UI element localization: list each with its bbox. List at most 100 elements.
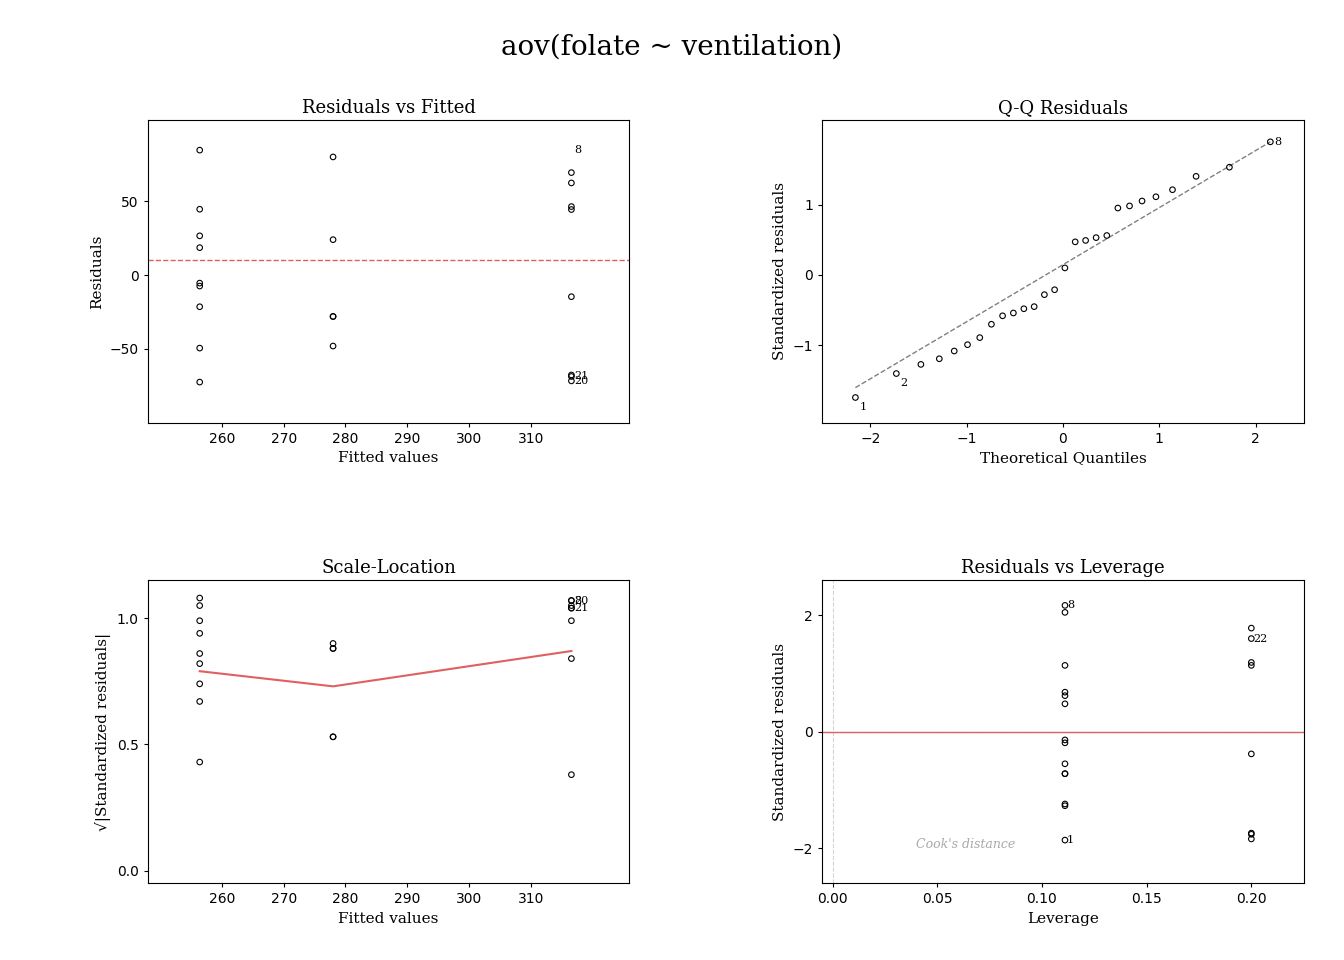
Point [560,176,582,191]
Text: 1: 1 [1067,835,1074,845]
X-axis label: Theoretical Quantiles: Theoretical Quantiles [980,451,1146,466]
Point [1118,199,1140,214]
Text: 1: 1 [859,401,867,412]
Point [1259,134,1281,150]
Point [560,767,582,782]
Point [560,199,582,214]
Point [1241,620,1262,636]
Point [1161,182,1183,198]
Y-axis label: Standardized residuals: Standardized residuals [773,182,788,360]
X-axis label: Leverage: Leverage [1027,912,1099,925]
Point [190,300,211,315]
Point [190,626,211,641]
Point [957,337,978,352]
Point [1054,732,1075,748]
Point [560,600,582,615]
Point [1054,598,1075,613]
Text: 8: 8 [574,145,581,156]
Point [560,600,582,615]
Point [1054,798,1075,813]
Point [1241,746,1262,761]
Point [1054,766,1075,781]
Y-axis label: Residuals: Residuals [90,234,103,308]
Point [1241,655,1262,670]
X-axis label: Fitted values: Fitted values [339,912,439,925]
X-axis label: Fitted values: Fitted values [339,451,439,466]
Point [1241,658,1262,673]
Point [1054,605,1075,620]
Point [560,368,582,383]
Point [323,232,344,248]
Text: aov(folate ~ ventilation): aov(folate ~ ventilation) [501,34,843,60]
Point [1107,201,1129,216]
Point [560,369,582,384]
Point [886,366,907,381]
Text: 20: 20 [574,595,589,606]
Point [190,228,211,244]
Text: 2: 2 [900,378,907,388]
Point [190,278,211,294]
Point [560,651,582,666]
Point [190,374,211,390]
Point [323,309,344,324]
Point [1054,832,1075,848]
Point [1003,305,1024,321]
Point [560,593,582,609]
Point [560,165,582,180]
Point [1064,234,1086,250]
Text: 8: 8 [1067,600,1074,611]
Point [190,341,211,356]
Point [1086,230,1107,246]
Point [190,202,211,217]
Point [1219,159,1241,175]
Point [943,344,965,359]
Point [323,338,344,353]
Point [1054,696,1075,711]
Point [969,330,991,346]
Point [1054,658,1075,673]
Point [1054,735,1075,751]
Title: Residuals vs Fitted: Residuals vs Fitted [301,99,476,117]
Point [1054,756,1075,772]
Point [560,593,582,609]
Text: 8: 8 [1274,137,1281,147]
Point [190,646,211,661]
Point [1241,827,1262,842]
Point [992,308,1013,324]
Point [190,613,211,629]
Point [323,641,344,657]
Point [844,390,866,405]
Point [560,202,582,217]
Point [190,598,211,613]
Point [190,694,211,709]
Point [560,373,582,389]
Point [1023,299,1044,314]
Y-axis label: Standardized residuals: Standardized residuals [773,643,788,821]
Text: 20: 20 [574,376,589,386]
Text: 8: 8 [574,595,581,606]
Point [190,142,211,157]
Point [1185,169,1207,184]
Title: Scale-Location: Scale-Location [321,560,456,577]
Point [981,317,1003,332]
Point [910,357,931,372]
Point [190,676,211,691]
Point [323,636,344,651]
Point [1054,684,1075,700]
Text: Cook's distance: Cook's distance [917,838,1016,852]
Text: 22: 22 [1254,634,1267,643]
Point [1075,232,1097,248]
Point [1132,193,1153,208]
Point [560,289,582,304]
Point [190,755,211,770]
Point [1013,301,1035,317]
Point [323,730,344,745]
Point [190,656,211,671]
Point [1241,826,1262,841]
Point [1241,631,1262,646]
Text: 21: 21 [574,372,589,381]
Y-axis label: √|Standardized residuals|: √|Standardized residuals| [95,633,112,831]
Point [1145,189,1167,204]
Point [929,351,950,367]
Point [323,641,344,657]
